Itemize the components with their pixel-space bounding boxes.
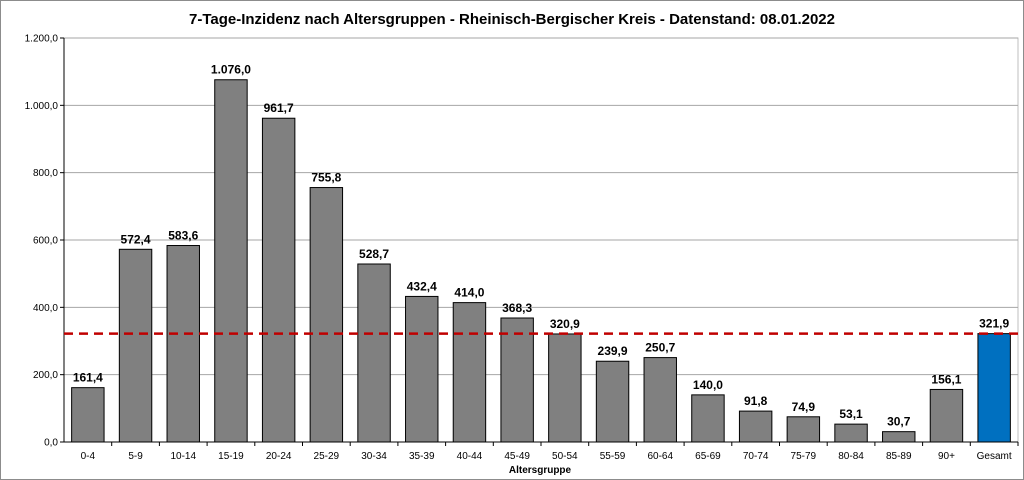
x-tick-label: 65-69 — [695, 451, 721, 462]
x-tick-label: 85-89 — [886, 451, 912, 462]
x-axis: 0-4 5-9 10-14 15-19 20-24 25-29 30-34 35-39 40-4… — [64, 441, 1019, 462]
bar-70-74 — [738, 410, 773, 443]
bar-35-39 — [405, 295, 439, 443]
x-tick-label: 35-39 — [409, 451, 435, 462]
data-label: 368,3 — [502, 301, 532, 315]
bar-30-34 — [357, 263, 391, 443]
bar-10-14 — [166, 245, 200, 443]
y-tick-label: 200,0 — [33, 370, 58, 381]
bar-5-9 — [118, 248, 153, 443]
x-tick-label: 50-54 — [552, 451, 578, 462]
chart-title: 7-Tage-Inzidenz nach Altersgruppen - Rhe… — [189, 11, 835, 28]
bar-15-19 — [214, 79, 248, 443]
data-label: 74,9 — [792, 400, 816, 414]
x-tick-label: 5-9 — [128, 451, 143, 462]
x-tick-label: 20-24 — [266, 451, 292, 462]
data-label: 755,8 — [311, 171, 341, 185]
gridlines — [63, 37, 1019, 443]
x-tick-label: 75-79 — [791, 451, 817, 462]
x-tick-label: 55-59 — [600, 451, 626, 462]
y-tick-label: 0,0 — [44, 438, 58, 449]
bar-50-54 — [548, 333, 582, 443]
data-label: 1.076,0 — [211, 63, 251, 77]
bar-Gesamt — [977, 333, 1011, 443]
bar-25-29 — [309, 187, 344, 443]
data-label: 250,7 — [645, 341, 675, 355]
bar-40-44 — [452, 302, 487, 443]
x-tick-label: 90+ — [938, 451, 955, 462]
bar-20-24 — [261, 117, 296, 443]
data-label: 53,1 — [839, 407, 863, 421]
y-tick-label: 800,0 — [33, 168, 58, 179]
y-tick-label: 600,0 — [33, 236, 58, 247]
x-tick-label: 60-64 — [647, 451, 673, 462]
data-label: 528,7 — [359, 247, 389, 261]
data-label: 583,6 — [168, 229, 198, 243]
data-label: 414,0 — [454, 286, 484, 300]
x-tick-label: 40-44 — [457, 451, 483, 462]
bar-60-64 — [643, 357, 677, 443]
y-axis: 0,0 200,0 400,0 600,0 800,0 1.000,0 1.200,0 — [25, 34, 65, 449]
data-label: 572,4 — [121, 232, 151, 246]
bar-55-59 — [595, 360, 630, 443]
bar-75-79 — [786, 416, 821, 443]
bar-65-69 — [691, 394, 725, 443]
data-label: 161,4 — [73, 371, 103, 385]
x-tick-label: 30-34 — [361, 451, 387, 462]
data-label: 140,0 — [693, 378, 723, 392]
x-axis-title: Altersgruppe — [509, 465, 572, 476]
data-label: 156,1 — [931, 372, 961, 386]
x-tick-label: 70-74 — [743, 451, 769, 462]
x-tick-label: 10-14 — [170, 451, 196, 462]
bar-80-84 — [834, 423, 868, 443]
x-tick-label: 45-49 — [504, 451, 530, 462]
bar-0-4 — [71, 387, 105, 443]
x-tick-label: 25-29 — [314, 451, 340, 462]
x-tick-label: 15-19 — [218, 451, 244, 462]
bar-85-89 — [882, 431, 916, 443]
data-label: 320,9 — [550, 317, 580, 331]
y-tick-label: 400,0 — [33, 303, 58, 314]
y-tick-label: 1.000,0 — [25, 101, 59, 112]
data-label: 432,4 — [407, 279, 437, 293]
data-label: 321,9 — [979, 317, 1009, 331]
x-tick-label: Gesamt — [977, 451, 1012, 462]
data-labels: 161,4 572,4 583,6 1.076,0 961,7 755,8 528,7 432… — [73, 63, 1010, 429]
data-label: 961,7 — [264, 101, 294, 115]
x-tick-label: 0-4 — [81, 451, 96, 462]
bar-45-49 — [500, 317, 534, 443]
data-label: 239,9 — [598, 344, 628, 358]
data-label: 91,8 — [744, 394, 768, 408]
y-tick-label: 1.200,0 — [25, 34, 59, 45]
bar-90+ — [929, 388, 964, 443]
x-tick-label: 80-84 — [838, 451, 864, 462]
data-label: 30,7 — [887, 415, 911, 429]
bars — [71, 79, 1011, 443]
